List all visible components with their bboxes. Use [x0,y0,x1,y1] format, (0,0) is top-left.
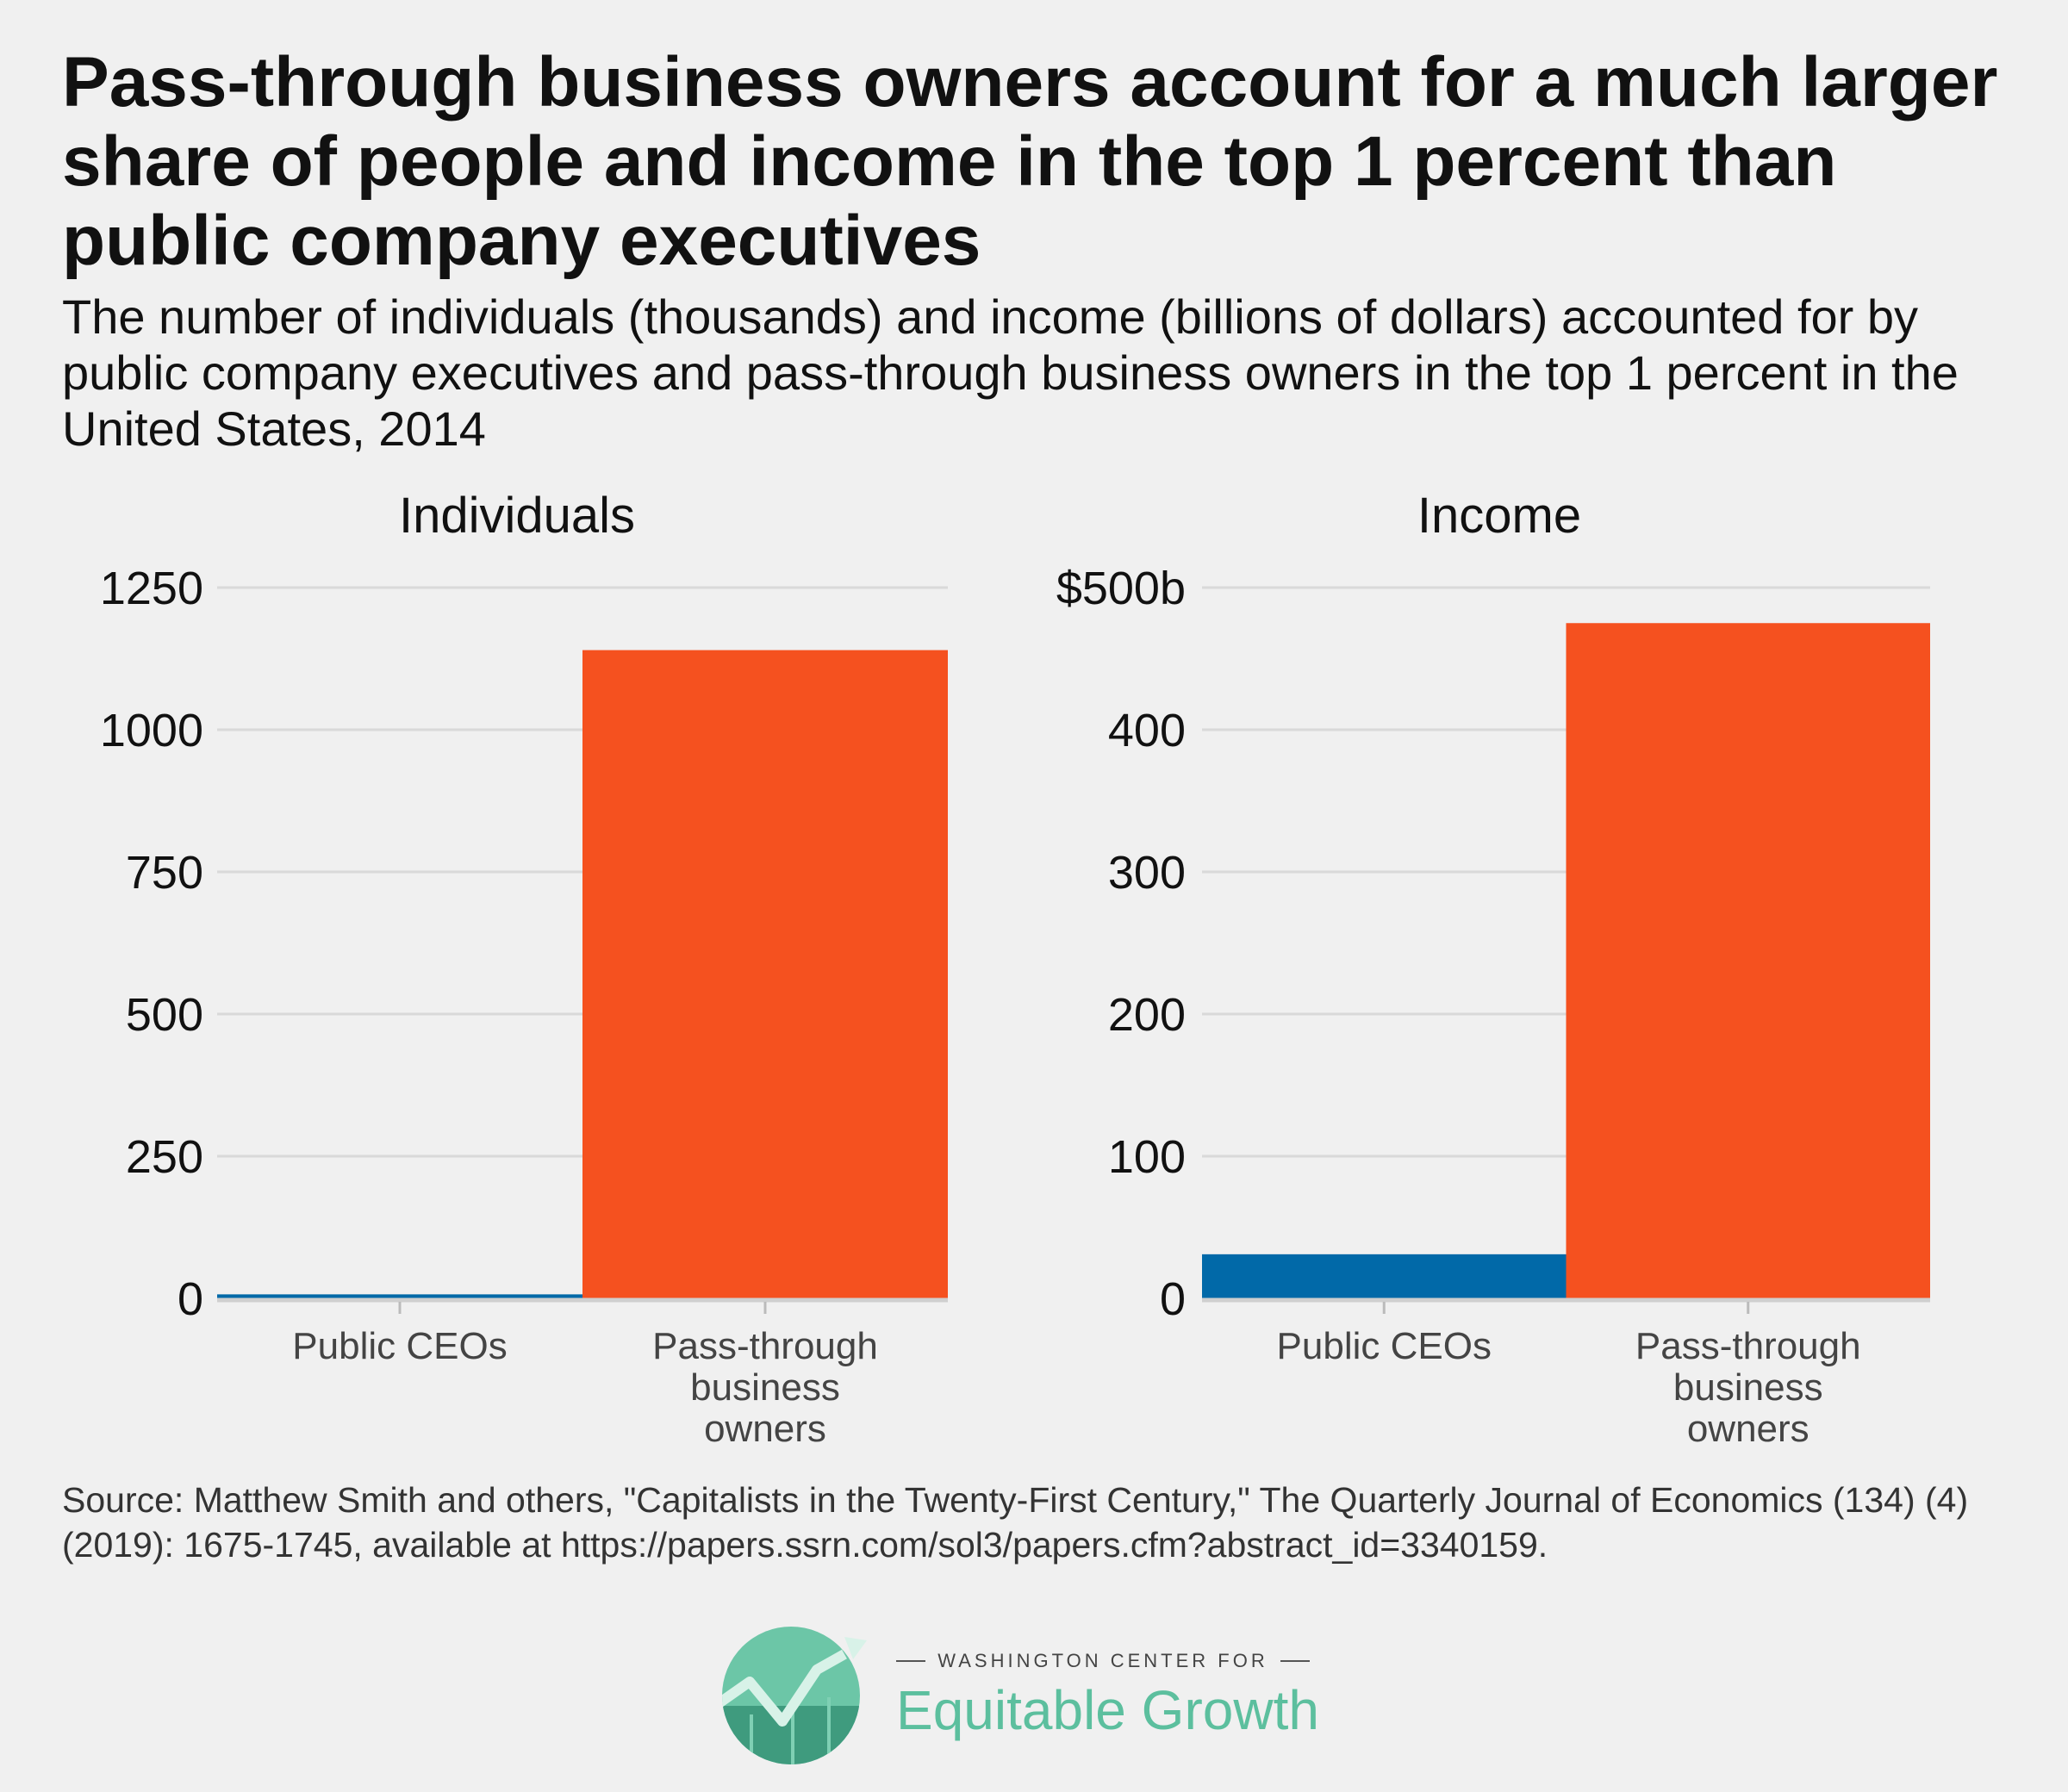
charts-area: Individuals 0 250 500 750 1000 1250 Public CEOs… [0,465,2068,1456]
x-tick-label: Public CEOs [1277,1325,1492,1367]
bar-pass-through [1566,623,1930,1298]
y-tick-label: $500b [1056,563,1186,614]
y-tick-label: 300 [1108,847,1186,899]
chart-title: Pass-through business owners account for… [62,43,1998,280]
panel-title-1: Income [1417,488,1581,544]
y-tick-label: 0 [178,1273,203,1325]
y-tick-label: 1000 [100,705,203,756]
logo-mark-icon [722,1627,867,1764]
chart-subtitle: The number of individuals (thousands) an… [62,289,1959,456]
y-tick-label: 750 [126,847,203,899]
y-tick-label: 250 [126,1131,203,1183]
bar-public-ceos [217,1294,582,1298]
logo-top-text: WASHINGTON CENTER FOR [937,1650,1268,1671]
logo-name-text: Equitable Growth [896,1679,1319,1741]
y-tick-label: 200 [1108,989,1186,1041]
y-tick-label: 500 [126,989,203,1041]
y-tick-label: 400 [1108,705,1186,756]
y-tick-label: 1250 [100,563,203,614]
logo-rule: WASHINGTON CENTER FOR [896,1650,1311,1672]
panel-title-0: Individuals [399,488,635,544]
y-tick-label: 0 [1160,1273,1186,1325]
equitable-growth-logo: WASHINGTON CENTER FOR Equitable Growth [715,1620,1370,1766]
y-tick-label: 100 [1108,1131,1186,1183]
bar-pass-through [582,650,948,1298]
source-note: Source: Matthew Smith and others, "Capit… [62,1480,1969,1565]
x-tick-label: Public CEOs [292,1325,507,1367]
x-tick-label: Pass-through business owners [652,1325,878,1450]
x-tick-label: Pass-through business owners [1635,1325,1861,1450]
bar-public-ceos [1202,1254,1567,1298]
